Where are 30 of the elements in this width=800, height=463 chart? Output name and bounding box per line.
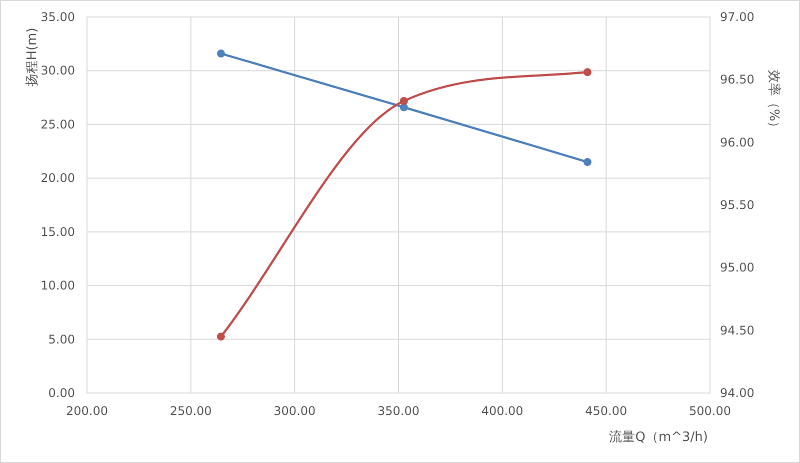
y-tick-label: 25.00 [40,117,75,132]
y-tick-label: 30.00 [40,64,75,78]
y2-tick-label: 94.50 [720,323,754,338]
x-tick-label: 200.00 [66,404,108,418]
x-tick-label: 300.00 [274,404,316,418]
y2-tick-label: 95.50 [720,198,754,212]
x-tick-label: 250.00 [170,404,212,418]
y-tick-label: 20.00 [40,171,75,186]
y-tick-label: 5.00 [48,332,75,346]
y2-tick-label: 94.00 [720,386,754,400]
y2-tick-label: 96.50 [720,72,754,87]
point [583,68,592,76]
y2-tick-label: 96.00 [720,135,754,150]
x-tick-label: 350.00 [378,404,420,418]
point [216,332,225,341]
y-tick-label: 10.00 [40,278,75,293]
y2-axis-title: 效率（%） [766,70,782,134]
point [400,96,408,105]
y-axis-title: 扬程H(m) [25,28,40,86]
x-tick-label: 400.00 [481,404,524,418]
x-axis-title: 流量Q（m^3/h) [609,429,708,445]
point [216,50,225,58]
x-tick-label: 450.00 [585,404,628,418]
x-tick-label: 500.00 [689,404,731,418]
y2-tick-label: 97.00 [720,10,754,24]
y-tick-label: 0.00 [48,386,75,400]
point [583,158,592,166]
y-tick-label: 35.00 [40,10,75,24]
y-tick-label: 15.00 [40,224,75,239]
y2-tick-label: 95.00 [720,260,754,275]
